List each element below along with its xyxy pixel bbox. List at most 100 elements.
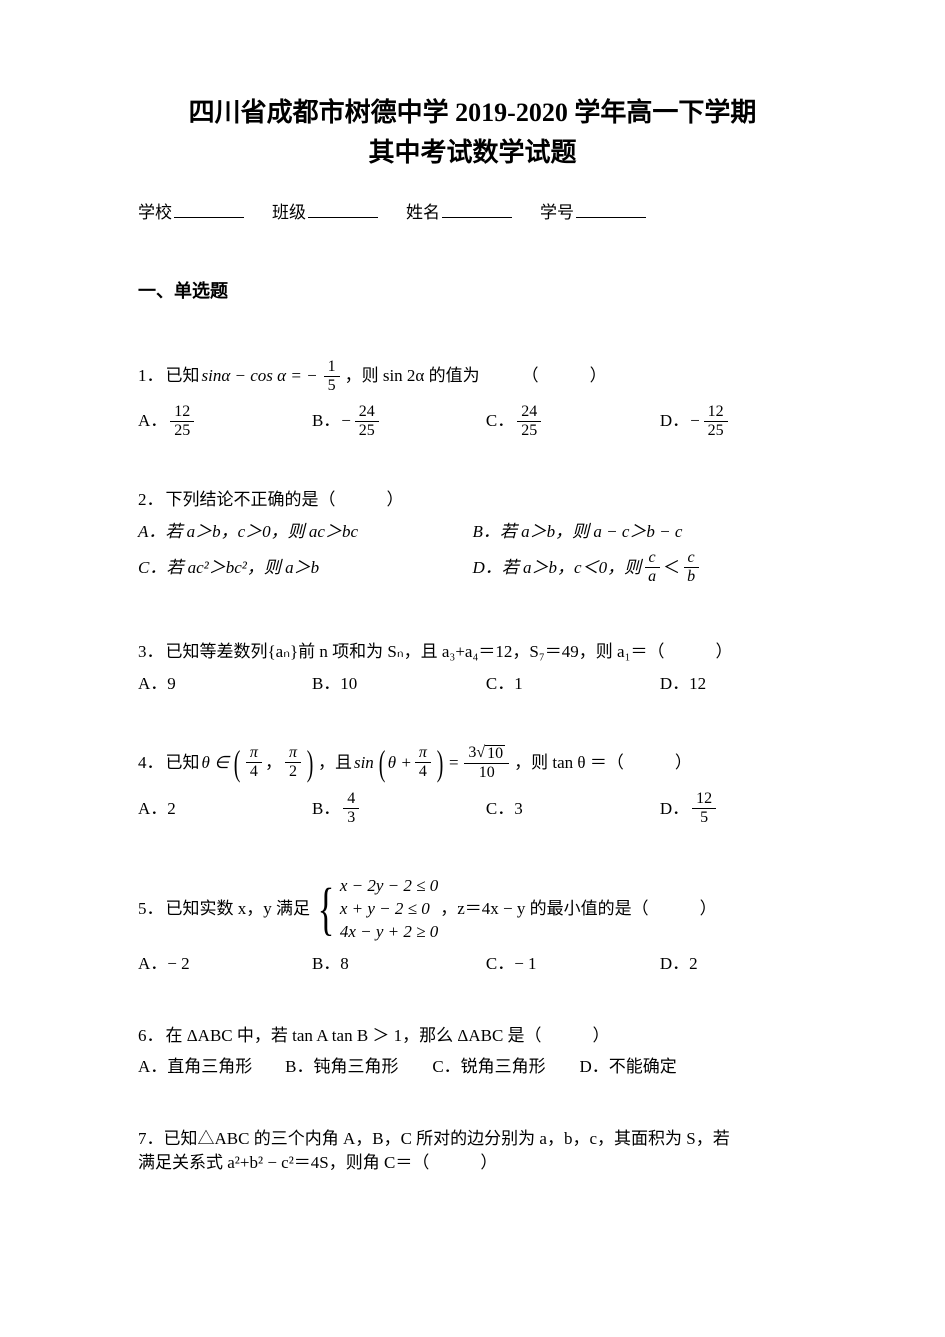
q2-d-ld: a — [644, 568, 660, 586]
q3-stem: 3． 已知等差数列{aₙ}前 n 项和为 Sₙ，且 a₃+a₄＝12，S₇＝49… — [138, 640, 807, 664]
q5-num: 5． — [138, 897, 164, 921]
q4-radical-icon: √ — [476, 745, 485, 761]
q4-lparen-icon: ( — [234, 748, 241, 778]
q7-l1: 已知△ABC 的三个内角 A，B，C 所对的边分别为 a，b，c，其面积为 S，… — [164, 1129, 730, 1148]
question-5: 5． 已知实数 x，y 满足 { x − 2y − 2 ≤ 0 x + y − … — [138, 875, 807, 976]
q1-a-d: 25 — [170, 422, 194, 440]
q2-opt-a: A．若 a＞b，c＞0，则 ac＞bc — [138, 520, 473, 544]
q3-opt-a: A．9 — [138, 672, 312, 696]
q3-opt-d: D．12 — [660, 672, 807, 696]
q4-opt-a: A．2 — [138, 790, 312, 827]
q1-c-n: 24 — [517, 403, 541, 422]
q5-opt-b: B．8 — [312, 952, 486, 976]
q1-alpha1: α — [221, 366, 230, 385]
q6-options: A．直角三角形 B．钝角三角形 C．锐角三角形 D．不能确定 — [138, 1055, 807, 1079]
q4-and: ，且 — [318, 751, 352, 775]
info-sno-label: 学号 — [540, 201, 574, 225]
q4-rng-rd: 2 — [285, 763, 301, 781]
q7-line1: 7．已知△ABC 的三个内角 A，B，C 所对的边分别为 a，b，c，其面积为 … — [138, 1127, 807, 1151]
q6-opt-d: D．不能确定 — [580, 1055, 807, 1079]
q2-a-text: A．若 a＞b，c＞0，则 ac＞bc — [138, 520, 358, 544]
question-3: 3． 已知等差数列{aₙ}前 n 项和为 Sₙ，且 a₃+a₄＝12，S₇＝49… — [138, 640, 807, 696]
info-row: 学校 班级 姓名 学号 — [138, 200, 807, 225]
q4-inner: ( θ + π4 ) — [376, 744, 446, 781]
q4-b-frac: 43 — [343, 790, 359, 827]
section-header-1: 一、单选题 — [138, 279, 807, 304]
q4-opt-c: C．3 — [486, 790, 660, 827]
q1-num: 1． — [138, 364, 164, 388]
q4-b-d: 3 — [343, 809, 359, 827]
blank-sno — [576, 200, 646, 218]
q4-rng-ln: π — [246, 744, 262, 763]
info-class: 班级 — [272, 200, 378, 225]
q4-range-r: π2 — [285, 744, 301, 781]
q2-stem: 2． 下列结论不正确的是（ ） — [138, 488, 807, 512]
q4-d-frac: 125 — [692, 790, 716, 827]
q1-frac-d: 5 — [324, 377, 340, 395]
q2-opt-c: C．若 ac²＞bc²，则 a＞b — [138, 549, 473, 586]
q1-opt-c: C．2425 — [486, 403, 660, 440]
q2-d-pre: D．若 a＞b，c＜0，则 — [473, 556, 642, 580]
q1-blank: （ ） — [522, 364, 607, 388]
q1-frac: 15 — [324, 358, 340, 395]
q2-d-cmp: ＜ — [663, 556, 680, 580]
q7-num: 7． — [138, 1127, 164, 1151]
q1-stem: 1． 已知 sinα − cos α = − 15 ，则 sin 2α 的值为 … — [138, 358, 807, 395]
q1-d-d: 25 — [704, 422, 728, 440]
q2-b-text: B．若 a＞b，则 a − c＞b − c — [473, 520, 683, 544]
q4-inner-pre: θ + — [388, 751, 412, 775]
q4-d-d: 5 — [696, 809, 712, 827]
q2-text: 下列结论不正确的是（ ） — [166, 488, 404, 512]
q6-opt-c: C．锐角三角形 — [432, 1055, 579, 1079]
q4-inner-d: 4 — [415, 763, 431, 781]
q4-rng-comma: ， — [265, 751, 282, 775]
q4-rng-rn: π — [285, 744, 301, 763]
q1-pre: 已知 — [166, 364, 200, 388]
q4-d-label: D． — [660, 797, 689, 821]
q4-pre: 已知 — [166, 751, 200, 775]
q4-inner-rparen-icon: ) — [437, 748, 444, 778]
blank-name — [442, 200, 512, 218]
question-7: 7．已知△ABC 的三个内角 A，B，C 所对的边分别为 a，b，c，其面积为 … — [138, 1127, 807, 1175]
q6-num: 6． — [138, 1024, 164, 1048]
q4-b-n: 4 — [343, 790, 359, 809]
q1-minus: − cos — [230, 366, 277, 385]
q4-theta: θ ∈ — [202, 751, 229, 775]
title-line-2: 其中考试数学试题 — [138, 135, 807, 171]
q1-opt-a: A．1225 — [138, 403, 312, 440]
q1-b-label: B． — [312, 409, 340, 433]
q4-inner-n: π — [415, 744, 431, 763]
q5-line3: 4x − y + 2 ≥ 0 — [340, 921, 438, 944]
q1-opt-d: D．−1225 — [660, 403, 807, 440]
q5-post: ，z＝4x − y 的最小值的是（ ） — [440, 897, 716, 921]
q1-c-d: 25 — [517, 422, 541, 440]
q6-stem: 6． 在 ΔABC 中，若 tan A tan B ＞ 1，那么 ΔABC 是（… — [138, 1024, 807, 1048]
q4-eq: = — [448, 751, 459, 775]
q5-pre: 已知实数 x，y 满足 — [166, 897, 311, 921]
info-name: 姓名 — [406, 200, 512, 225]
q1-d-n: 12 — [704, 403, 728, 422]
q1-b-d: 25 — [355, 422, 379, 440]
q1-a-frac: 1225 — [170, 403, 194, 440]
q1-d-frac: 1225 — [704, 403, 728, 440]
q1-c-label: C． — [486, 409, 514, 433]
q4-rng-ld: 4 — [246, 763, 262, 781]
q4-rparen-icon: ) — [307, 748, 314, 778]
q4-num: 4． — [138, 751, 164, 775]
q3-text: 已知等差数列{aₙ}前 n 项和为 Sₙ，且 a₃+a₄＝12，S₇＝49，则 … — [166, 640, 733, 664]
q4-sin: sin — [354, 751, 374, 775]
q2-d-ln: c — [645, 549, 660, 568]
q2-d-frac-r: cb — [683, 549, 699, 586]
info-sno: 学号 — [540, 200, 646, 225]
q4-sqrt: √10 — [476, 745, 505, 762]
info-school-label: 学校 — [138, 201, 172, 225]
q2-d-rn: c — [684, 549, 699, 568]
q1-d-label: D． — [660, 409, 689, 433]
q1-a-n: 12 — [170, 403, 194, 422]
q1-b-n: 24 — [355, 403, 379, 422]
q5-line1: x − 2y − 2 ≤ 0 — [340, 875, 438, 898]
q1-frac-n: 1 — [324, 358, 340, 377]
q1-eq: sinα − cos α = − — [202, 364, 319, 388]
blank-class — [308, 200, 378, 218]
q4-rhs-num: 3√10 — [464, 744, 509, 764]
